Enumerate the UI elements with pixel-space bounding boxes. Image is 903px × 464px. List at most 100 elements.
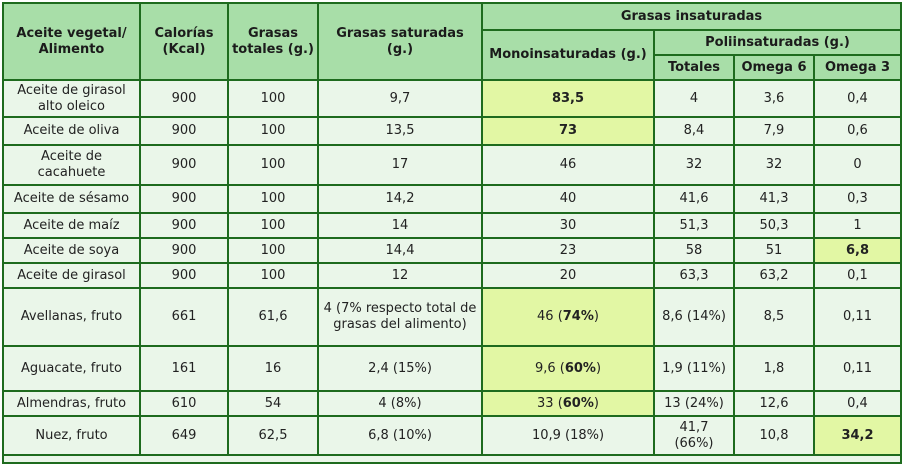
cell-omega3: 6,8 xyxy=(812,237,903,264)
cell-total-fat: 61,6 xyxy=(227,287,319,347)
cell-total-fat: 100 xyxy=(227,184,319,214)
cell-food: Aceite de girasol xyxy=(2,262,141,289)
table-footer-row xyxy=(1,454,903,464)
cell-mono: 46 (74%) xyxy=(481,287,655,347)
cell-calories: 161 xyxy=(139,345,229,392)
mono-percent: 60% xyxy=(564,360,596,376)
cell-food: Almendras, fruto xyxy=(2,390,141,417)
cell-saturated: 17 xyxy=(317,144,483,186)
cell-saturated: 2,4 (15%) xyxy=(317,345,483,392)
cell-calories: 900 xyxy=(139,116,229,146)
cell-omega3: 0 xyxy=(812,144,903,186)
cell-mono: 83,5 xyxy=(481,79,655,118)
table-row: Nuez, fruto 649 62,5 6,8 (10%) 10,9 (18%) 41,… xyxy=(2,415,903,456)
cell-poly-total: 32 xyxy=(653,144,735,186)
cell-omega3: 0,4 xyxy=(812,390,903,417)
cell-food: Aceite de soya xyxy=(2,237,141,264)
cell-omega6: 7,9 xyxy=(733,116,815,146)
table-row: Aceite de girasol 900 100 12 20 63,3 63,2 0,1 xyxy=(2,262,903,289)
cell-mono: 33 (60%) xyxy=(481,390,655,417)
cell-poly-total: 58 xyxy=(653,237,735,264)
header-saturated: Grasas saturadas (g.) xyxy=(317,2,483,81)
cell-omega3: 34,2 xyxy=(812,415,903,456)
mono-value: 46 ( xyxy=(537,309,563,324)
mono-value: 9,6 ( xyxy=(534,360,565,376)
cell-total-fat: 100 xyxy=(227,212,319,239)
cell-saturated: 4 (7% respecto total de grasas del alime… xyxy=(317,287,483,347)
cell-omega6: 51 xyxy=(733,237,815,264)
header-food: Aceite vegetal/ Alimento xyxy=(2,2,141,81)
table-row: Aceite de oliva 900 100 13,5 73 8,4 7,9 0,6 xyxy=(2,116,903,146)
table-row: Aceite de sésamo 900 100 14,2 40 41,6 41,3 0,3 xyxy=(2,184,903,214)
cell-total-fat: 100 xyxy=(227,237,319,264)
cell-saturated: 4 (8%) xyxy=(317,390,483,417)
cell-calories: 649 xyxy=(139,415,229,456)
table-row: Almendras, fruto 610 54 4 (8%) 33 (60%) 13 (2… xyxy=(2,390,903,417)
table-row: Aceite de maíz 900 100 14 30 51,3 50,3 1 xyxy=(2,212,903,239)
cell-omega6: 1,8 xyxy=(733,345,815,392)
cell-poly-total: 1,9 (11%) xyxy=(653,345,735,392)
cell-total-fat: 100 xyxy=(227,116,319,146)
cell-mono: 40 xyxy=(481,184,655,214)
cell-poly-total: 8,4 xyxy=(653,116,735,146)
mono-percent: 74% xyxy=(562,309,594,324)
mono-value: 73 xyxy=(558,123,578,138)
header-omega6: Omega 6 xyxy=(733,54,815,81)
cell-saturated: 14 xyxy=(317,212,483,239)
table-row: Aguacate, fruto 161 16 2,4 (15%) 9,6 (60%) 1,… xyxy=(2,345,903,392)
cell-calories: 900 xyxy=(139,237,229,264)
cell-calories: 661 xyxy=(139,287,229,347)
cell-mono: 30 xyxy=(481,212,655,239)
cell-calories: 900 xyxy=(139,262,229,289)
mono-value: 83,5 xyxy=(551,90,585,106)
cell-food: Aceite de maíz xyxy=(2,212,141,239)
cell-omega6: 41,3 xyxy=(733,184,815,214)
cell-saturated: 14,4 xyxy=(317,237,483,264)
cell-omega3: 0,6 xyxy=(812,116,903,146)
header-poly-total: Totales xyxy=(653,54,735,81)
cell-mono: 46 xyxy=(481,144,655,186)
header-total-fat: Grasas totales (g.) xyxy=(227,2,319,81)
header-calories: Calorías (Kcal) xyxy=(139,2,229,81)
mono-value: 23 xyxy=(559,242,577,258)
mono-value: 33 ( xyxy=(537,395,563,411)
cell-omega6: 3,6 xyxy=(733,79,815,118)
cell-calories: 900 xyxy=(139,184,229,214)
cell-poly-total: 41,7 (66%) xyxy=(653,415,735,456)
cell-saturated: 14,2 xyxy=(317,184,483,214)
mono-value: 40 xyxy=(559,191,577,206)
cell-total-fat: 100 xyxy=(227,262,319,289)
cell-food: Aceite de oliva xyxy=(2,116,141,146)
cell-poly-total: 41,6 xyxy=(653,184,735,214)
cell-omega6: 12,6 xyxy=(733,390,815,417)
table-row: Avellanas, fruto 661 61,6 4 (7% respecto to… xyxy=(2,287,903,347)
cell-saturated: 9,7 xyxy=(317,79,483,118)
header-unsaturated: Grasas insaturadas xyxy=(480,2,903,31)
cell-mono: 10,9 (18%) xyxy=(481,415,655,456)
cell-poly-total: 13 (24%) xyxy=(653,390,735,417)
cell-food: Aceite de girasol alto oleico xyxy=(2,79,141,118)
cell-omega6: 8,5 xyxy=(733,287,815,347)
cell-calories: 900 xyxy=(139,212,229,239)
mono-value: 30 xyxy=(559,217,577,233)
cell-calories: 900 xyxy=(139,144,229,186)
cell-mono: 23 xyxy=(481,237,655,264)
cell-mono: 9,6 (60%) xyxy=(481,345,655,392)
cell-food: Aceite de sésamo xyxy=(2,184,141,214)
cell-omega3: 0,11 xyxy=(812,345,903,392)
cell-total-fat: 100 xyxy=(227,79,319,118)
cell-total-fat: 62,5 xyxy=(227,415,319,456)
header-poly: Poliinsaturadas (g.) xyxy=(652,29,903,56)
cell-total-fat: 100 xyxy=(227,144,319,186)
header-omega3: Omega 3 xyxy=(812,54,903,81)
mono-value: 46 xyxy=(559,157,577,172)
cell-total-fat: 16 xyxy=(227,345,319,392)
cell-food: Avellanas, fruto xyxy=(2,287,141,347)
cell-poly-total: 8,6 (14%) xyxy=(653,287,735,347)
cell-omega3: 0,11 xyxy=(812,287,903,347)
cell-saturated: 12 xyxy=(317,262,483,289)
cell-omega6: 32 xyxy=(733,144,815,186)
table-row: Aceite de girasol alto oleico 900 100 9,7 83… xyxy=(2,79,903,118)
cell-omega3: 0,3 xyxy=(812,184,903,214)
